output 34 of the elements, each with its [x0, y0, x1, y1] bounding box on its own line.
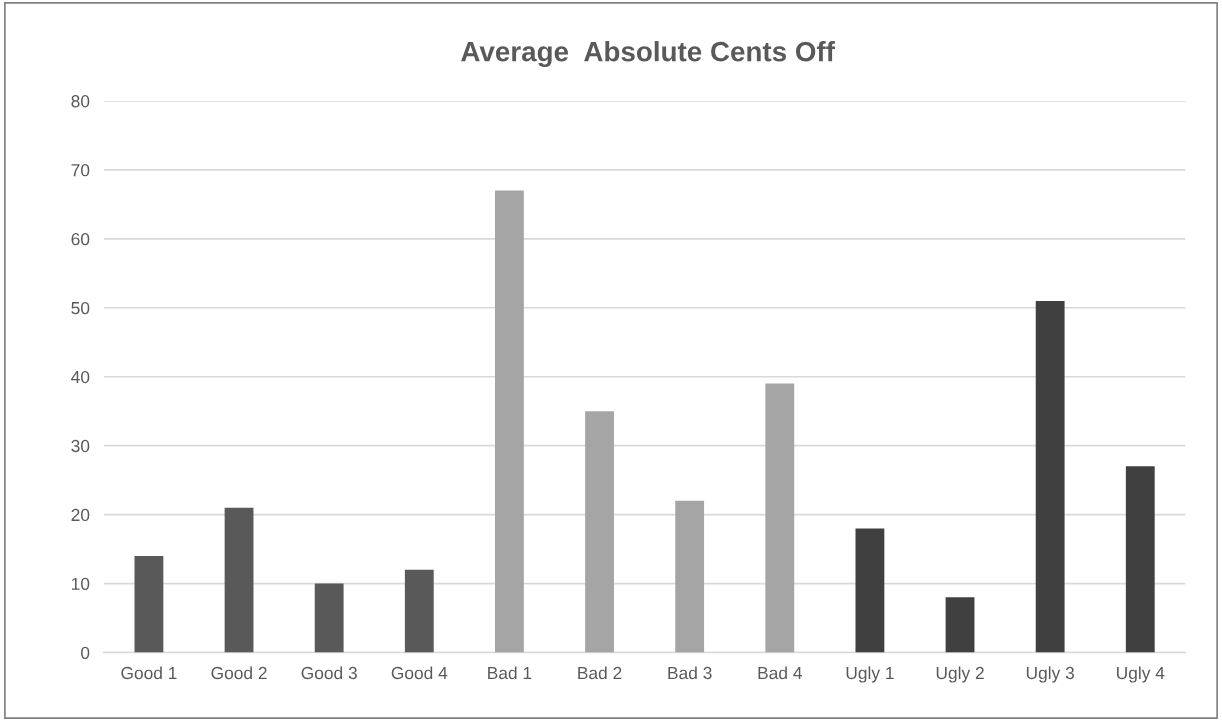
- bar: [945, 597, 975, 653]
- bar: [314, 583, 344, 653]
- x-tick-label: Bad 1: [488, 666, 532, 680]
- x-tick-label: Bad 2: [578, 666, 622, 680]
- bar: [224, 507, 254, 653]
- y-tick-label: 20: [71, 508, 90, 522]
- x-tick-label: Good 1: [121, 666, 177, 680]
- y-tick-label: 40: [71, 370, 90, 384]
- x-tick-label: Ugly 1: [846, 666, 894, 683]
- x-tick-label: Ugly 4: [1117, 666, 1165, 683]
- y-tick-label: 10: [72, 577, 90, 591]
- x-tick-label: Good 3: [301, 666, 357, 680]
- x-tick-label: Good 4: [391, 666, 448, 680]
- bar: [765, 383, 795, 653]
- bar: [404, 569, 434, 653]
- bar: [134, 555, 164, 653]
- bar: [675, 500, 705, 653]
- x-tick-label: Bad 3: [668, 666, 712, 680]
- x-tick-label: Ugly 3: [1026, 666, 1074, 683]
- y-tick-label: 0: [81, 646, 90, 659]
- y-tick-label: 50: [71, 301, 90, 315]
- bar: [855, 528, 885, 653]
- bar: [1125, 466, 1155, 653]
- bar: [1035, 300, 1065, 653]
- y-tick-label: 70: [71, 164, 90, 177]
- x-tick-label: Bad 4: [758, 666, 802, 680]
- chart-title: Average Absolute Cents Off: [461, 41, 835, 68]
- x-tick-label: Ugly 2: [936, 666, 984, 683]
- bar: [495, 190, 524, 653]
- x-tick-label: Good 2: [211, 666, 267, 680]
- bar: [585, 411, 614, 653]
- y-tick-label: 60: [71, 233, 90, 246]
- y-tick-label: 30: [71, 439, 90, 453]
- y-tick-label: 80: [71, 95, 90, 108]
